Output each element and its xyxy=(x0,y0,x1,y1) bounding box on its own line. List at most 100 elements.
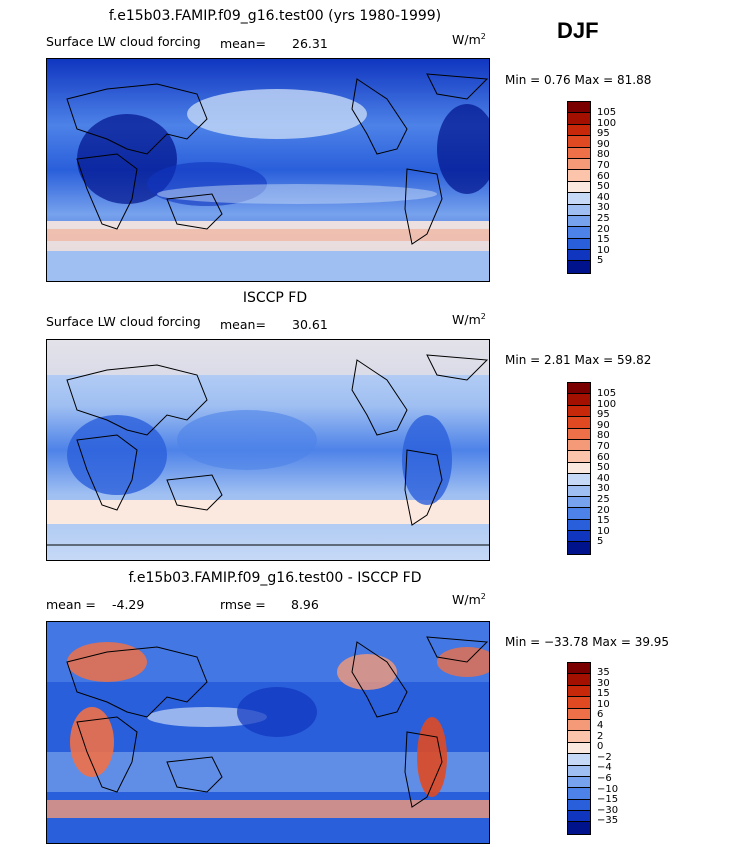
colorbar-swatch xyxy=(568,697,590,709)
colorbar-swatch xyxy=(568,394,590,406)
colorbar-label: 20 xyxy=(597,504,610,516)
colorbar-swatch xyxy=(568,754,590,766)
panel3-minmax: Min = −33.78 Max = 39.95 xyxy=(505,635,670,649)
colorbar-swatch xyxy=(568,136,590,148)
panel2-title: ISCCP FD xyxy=(242,290,308,306)
colorbar-label: 95 xyxy=(597,128,610,140)
colorbar-label: 15 xyxy=(597,234,610,246)
colorbar-label: 25 xyxy=(597,493,610,505)
colorbar-swatch xyxy=(568,462,590,475)
colorbar-label: 40 xyxy=(597,472,610,484)
panel2-subtitle: Surface LW cloud forcing xyxy=(46,314,201,329)
panel1-subtitle: Surface LW cloud forcing xyxy=(46,34,201,49)
colorbar-label: −2 xyxy=(597,751,612,763)
colorbar-label: 10 xyxy=(597,244,610,256)
colorbar-label: −4 xyxy=(597,762,612,774)
panel3-title: f.e15b03.FAMIP.f09_g16.test00 - ISCCP FD xyxy=(128,570,422,586)
season-label: DJF xyxy=(557,18,599,43)
colorbar-swatch xyxy=(568,685,590,698)
panel1-map xyxy=(46,58,490,282)
colorbar-label: 70 xyxy=(597,440,610,452)
colorbar-swatch xyxy=(568,124,590,137)
colorbar-swatch xyxy=(568,788,590,800)
colorbar-label: 6 xyxy=(597,709,604,721)
colorbar-label: 80 xyxy=(597,149,610,161)
colorbar-label: 25 xyxy=(597,212,610,224)
colorbar-label: 15 xyxy=(597,688,610,700)
colorbar-label: 100 xyxy=(597,117,617,129)
panel3-mean-label: mean = xyxy=(46,597,96,612)
panel3-colorbar-labels: 35 30 15 10 6 4 2 0 −2 −4 −6 −10 −15 −30… xyxy=(597,667,619,827)
colorbar-swatch xyxy=(568,765,590,777)
colorbar-label: 105 xyxy=(597,107,617,118)
colorbar-swatch xyxy=(568,215,590,228)
colorbar-label: 80 xyxy=(597,430,610,442)
colorbar-swatch xyxy=(568,519,590,532)
colorbar-swatch xyxy=(568,474,590,486)
colorbar-label: 105 xyxy=(597,388,617,399)
colorbar-label: 10 xyxy=(597,525,610,537)
panel1-minmax: Min = 0.76 Max = 81.88 xyxy=(505,73,652,87)
colorbar-swatch xyxy=(568,193,590,205)
colorbar-swatch xyxy=(568,742,590,755)
colorbar-swatch xyxy=(568,531,590,543)
colorbar-swatch xyxy=(568,451,590,463)
colorbar-swatch xyxy=(568,708,590,720)
colorbar-label: 70 xyxy=(597,159,610,171)
colorbar-swatch xyxy=(568,113,590,125)
colorbar-swatch xyxy=(568,227,590,239)
colorbar-label: 95 xyxy=(597,409,610,421)
panel1-mean-value: 26.31 xyxy=(292,36,328,51)
colorbar-label: 50 xyxy=(597,181,610,193)
colorbar-label: 10 xyxy=(597,698,610,710)
colorbar-swatch xyxy=(568,674,590,686)
colorbar-label: −6 xyxy=(597,772,612,784)
panel2-units: W/m2 xyxy=(452,312,486,328)
colorbar-swatch xyxy=(568,731,590,743)
colorbar-label: 30 xyxy=(597,677,610,689)
colorbar-label: −35 xyxy=(597,815,619,827)
panel2-minmax: Min = 2.81 Max = 59.82 xyxy=(505,353,652,367)
colorbar-label: 100 xyxy=(597,398,617,410)
colorbar-swatch xyxy=(568,508,590,520)
panel1-colorbar xyxy=(567,101,591,274)
colorbar-label: 30 xyxy=(597,483,610,495)
colorbar-swatch xyxy=(568,238,590,251)
panel3-units: W/m2 xyxy=(452,592,486,608)
colorbar-swatch xyxy=(568,383,590,395)
colorbar-label: 15 xyxy=(597,515,610,527)
colorbar-swatch xyxy=(568,250,590,262)
panel3-map xyxy=(46,621,490,844)
panel1-units: W/m2 xyxy=(452,32,486,48)
colorbar-label: −15 xyxy=(597,794,619,806)
colorbar-swatch xyxy=(568,496,590,509)
colorbar-swatch xyxy=(568,158,590,171)
panel2-colorbar-labels: 105 100 95 90 80 70 60 50 40 30 25 20 15… xyxy=(597,388,617,548)
colorbar-swatch xyxy=(568,170,590,182)
colorbar-swatch xyxy=(568,776,590,789)
panel3-rmse-label: rmse = xyxy=(220,597,266,612)
colorbar-label: 60 xyxy=(597,170,610,182)
colorbar-swatch xyxy=(568,719,590,732)
colorbar-swatch xyxy=(568,485,590,497)
panel3-rmse-value: 8.96 xyxy=(291,597,319,612)
colorbar-swatch xyxy=(568,439,590,452)
panel3-mean-value: -4.29 xyxy=(112,597,145,612)
panel1-colorbar-labels: 105 100 95 90 80 70 60 50 40 30 25 20 15… xyxy=(597,107,617,267)
panel3-colorbar xyxy=(567,662,591,835)
colorbar-swatch xyxy=(568,822,590,834)
colorbar-label: 20 xyxy=(597,223,610,235)
colorbar-label: 4 xyxy=(597,719,604,731)
colorbar-label: 90 xyxy=(597,419,610,431)
colorbar-swatch xyxy=(568,428,590,440)
panel2-map xyxy=(46,339,490,561)
panel2-mean-label: mean= xyxy=(220,317,266,332)
panel2-colorbar xyxy=(567,382,591,555)
colorbar-label: −30 xyxy=(597,804,619,816)
colorbar-label: 90 xyxy=(597,138,610,150)
colorbar-swatch xyxy=(568,147,590,159)
colorbar-label: 40 xyxy=(597,191,610,203)
colorbar-label: −10 xyxy=(597,783,619,795)
colorbar-swatch xyxy=(568,261,590,273)
colorbar-label: 5 xyxy=(597,536,604,548)
